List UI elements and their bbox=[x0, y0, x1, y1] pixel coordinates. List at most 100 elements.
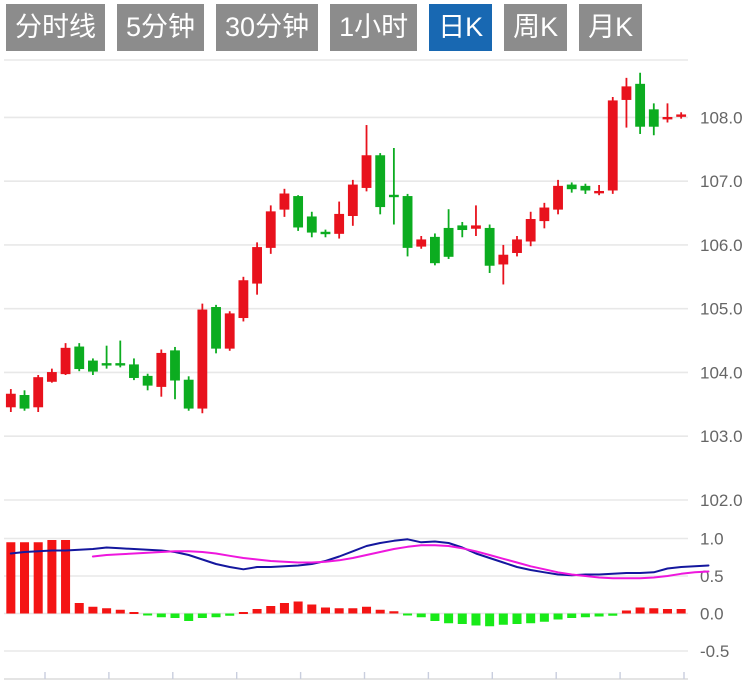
tab-1hour[interactable]: 1小时 bbox=[330, 4, 418, 51]
candlestick bbox=[33, 375, 44, 412]
tab-30min[interactable]: 30分钟 bbox=[216, 4, 319, 51]
candlestick bbox=[471, 205, 481, 236]
macd-histogram-bar bbox=[457, 613, 467, 624]
candlestick bbox=[621, 77, 632, 128]
candlestick bbox=[211, 304, 221, 354]
macd-histogram-bar bbox=[74, 603, 84, 614]
macd-histogram-bar bbox=[33, 542, 43, 614]
macd-axis-labels: 1.0 0.5 0.0 -0.5 bbox=[700, 530, 729, 662]
macd-histogram-bar bbox=[485, 613, 495, 627]
candlestick bbox=[293, 195, 304, 231]
candlestick bbox=[142, 373, 153, 391]
macd-histogram-bar bbox=[403, 613, 413, 616]
macd-histogram-bar bbox=[471, 613, 481, 626]
macd-histogram-bar bbox=[47, 540, 57, 614]
macd-histogram-bar bbox=[567, 613, 577, 618]
macd-histogram-bar bbox=[594, 613, 604, 617]
macd-histogram-bar bbox=[156, 613, 166, 618]
candlestick bbox=[238, 276, 249, 322]
macd-histogram-bar bbox=[362, 606, 372, 614]
macd-histogram-bar bbox=[129, 612, 139, 614]
tab-label: 1小时 bbox=[339, 12, 409, 42]
macd-histogram-bar bbox=[293, 601, 303, 614]
price-tick-label: 103.0 bbox=[700, 427, 743, 446]
macd-line-dif bbox=[9, 538, 710, 577]
candlestick bbox=[676, 112, 687, 119]
tab-monthly-k[interactable]: 月K bbox=[579, 4, 643, 51]
tab-weekly-k[interactable]: 周K bbox=[504, 4, 568, 51]
candlestick bbox=[388, 148, 399, 225]
candlestick bbox=[320, 229, 331, 238]
macd-histogram-bar bbox=[676, 609, 686, 614]
candlestick bbox=[101, 345, 112, 369]
candlestick bbox=[170, 346, 180, 400]
tab-label: 周K bbox=[513, 12, 559, 42]
macd-histogram-bar bbox=[430, 613, 440, 621]
macd-histogram-bar bbox=[649, 608, 659, 614]
candlestick bbox=[183, 376, 194, 411]
macd-histogram-bar bbox=[608, 613, 618, 616]
candlestick bbox=[46, 368, 57, 383]
price-tick-label: 104.0 bbox=[700, 363, 743, 382]
macd-histogram-bar bbox=[526, 613, 536, 624]
chart-svg: 108.0 107.0 106.0 105.0 104.0 103.0 102.0 1.0 0… bbox=[4, 59, 743, 680]
macd-histogram-bar bbox=[279, 603, 289, 614]
candlestick bbox=[457, 221, 468, 238]
candlestick bbox=[553, 179, 563, 215]
macd-histogram-bar bbox=[348, 608, 358, 614]
price-tick-label: 108.0 bbox=[700, 108, 743, 127]
candlestick bbox=[306, 211, 317, 238]
macd-histogram-bar bbox=[143, 613, 153, 616]
candlestick bbox=[129, 358, 139, 381]
candlestick bbox=[594, 184, 604, 196]
candlestick bbox=[607, 96, 618, 194]
macd-tick-label: -0.5 bbox=[700, 642, 729, 661]
macd-histogram-bar bbox=[416, 613, 426, 618]
candlestick bbox=[375, 153, 386, 215]
tab-label: 分时线 bbox=[15, 12, 96, 42]
candlestick bbox=[334, 201, 345, 239]
macd-histogram-bar bbox=[635, 607, 645, 614]
macd-histogram-bar bbox=[61, 540, 71, 614]
macd-histogram-bar bbox=[88, 606, 98, 614]
macd-histogram-bar bbox=[102, 608, 112, 614]
candlestick bbox=[60, 343, 71, 376]
macd-histogram-bar bbox=[375, 609, 385, 614]
tab-daily-k[interactable]: 日K bbox=[429, 4, 493, 51]
macd-histogram-bar bbox=[621, 610, 631, 614]
candlestick bbox=[197, 303, 208, 414]
candlestick bbox=[115, 340, 126, 368]
candlestick bbox=[580, 183, 591, 194]
candlestick bbox=[88, 358, 98, 376]
tab-fenshixian[interactable]: 分时线 bbox=[6, 4, 105, 51]
candlestick bbox=[402, 193, 413, 257]
macd-histogram-bar bbox=[211, 613, 221, 618]
tab-5min[interactable]: 5分钟 bbox=[117, 4, 205, 51]
macd-histogram-bar bbox=[252, 609, 262, 614]
chart-canvas-area[interactable]: 108.0 107.0 106.0 105.0 104.0 103.0 102.0 1.0 0… bbox=[0, 55, 756, 687]
macd-histogram-bar bbox=[238, 612, 248, 614]
macd-histogram-bar bbox=[539, 613, 549, 622]
candlestick bbox=[224, 311, 235, 351]
candlestick bbox=[648, 103, 659, 136]
candlestick bbox=[512, 236, 522, 257]
macd-tick-label: 0.5 bbox=[700, 567, 724, 586]
macd-histogram-bar bbox=[320, 607, 330, 614]
macd-histogram-bar bbox=[662, 609, 672, 614]
candlestick bbox=[252, 242, 262, 295]
macd-histogram-bar bbox=[170, 613, 180, 618]
tab-label: 5分钟 bbox=[126, 12, 196, 42]
candlestick bbox=[525, 211, 536, 247]
candlestick bbox=[347, 179, 358, 226]
candlestick bbox=[361, 125, 372, 192]
price-tick-label: 106.0 bbox=[700, 236, 743, 255]
macd-histogram-bar bbox=[197, 613, 207, 618]
macd-line-dea bbox=[91, 544, 710, 580]
candlestick bbox=[416, 236, 427, 249]
candlestick bbox=[279, 188, 290, 217]
macd-tick-label: 1.0 bbox=[700, 530, 724, 549]
macd-histogram-bar bbox=[20, 542, 30, 614]
macd-histogram-bar bbox=[225, 613, 235, 616]
candlestick bbox=[484, 224, 495, 273]
